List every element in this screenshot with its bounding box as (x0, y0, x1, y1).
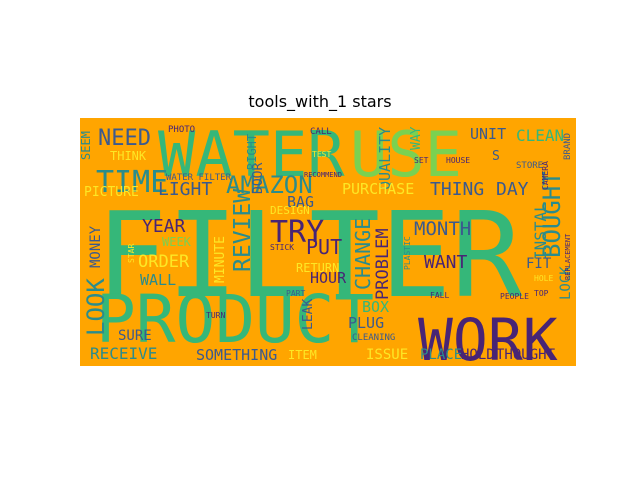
word-hole: HOLE (534, 274, 553, 283)
word-look: LOOK (82, 278, 110, 336)
word-lock: LOCK (558, 266, 574, 300)
word-filter: FILTER (96, 186, 523, 324)
word-door: DOOR (251, 163, 266, 194)
word-use: USE (350, 118, 462, 191)
word-call: CALL (310, 127, 332, 137)
word-turn: TURN (206, 311, 225, 320)
word-issue: ISSUE (366, 347, 408, 363)
word-right: RIGHT (245, 134, 259, 170)
word-thing: THING (430, 179, 484, 200)
word-fall: FALL (430, 291, 449, 300)
word-year: YEAR (142, 216, 186, 237)
word-instal: INSTAL (531, 202, 550, 260)
word-house: HOUSE (446, 156, 470, 165)
word-review: REVIEW (230, 189, 256, 272)
word-camera: CAMERA (541, 161, 550, 190)
word-money: MONEY (88, 225, 104, 268)
word-fit: FIT (526, 256, 552, 272)
word-order: ORDER (138, 252, 190, 272)
word-water-filter: WATER FILTER (166, 173, 232, 183)
word-thought: THOUGHT (496, 347, 556, 363)
word-amazon: AMAZON (226, 171, 313, 199)
word-put: PUT (306, 235, 342, 259)
word-store: STORE (516, 161, 543, 171)
word-clean: CLEAN (516, 126, 564, 145)
word-plastic: PLASTIC (403, 236, 412, 270)
word-week: WEEK (162, 235, 192, 249)
word-quality: QUALITY (376, 127, 394, 190)
word-bag: BAG (287, 193, 314, 211)
word-set: SET (414, 156, 429, 165)
word-seem: SEEM (79, 131, 93, 160)
word-brand: BRAND (563, 133, 573, 160)
chart-title: tools_with_1 stars (248, 92, 392, 111)
word-minute: MINUTE (213, 236, 228, 283)
word-change: CHANGE (351, 218, 375, 290)
word-cleaning: CLEANING (352, 333, 395, 343)
word-bought: BOUGHT (538, 171, 566, 258)
word-need: NEED (98, 126, 151, 151)
word-want: WANT (424, 252, 468, 273)
word-s: S (492, 149, 500, 164)
word-try: TRY (270, 215, 324, 250)
word-sure: SURE (118, 328, 152, 344)
word-box: BOX (362, 298, 389, 316)
word-top: TOP (534, 289, 549, 298)
word-replacement: REPLACEMENT (564, 233, 572, 280)
word-photo: PHOTO (168, 125, 195, 135)
word-hour: HOUR (310, 269, 347, 287)
word-wall: WALL (140, 271, 176, 289)
word-way: WAY (409, 126, 424, 150)
word-recommend: RECOMMEND (304, 171, 342, 179)
word-think: THINK (110, 149, 147, 163)
word-something: SOMETHING (196, 346, 277, 364)
cloud-background (80, 118, 576, 366)
word-star: STAR (127, 244, 136, 263)
word-item: ITEM (288, 348, 317, 362)
word-hold: HOLD (461, 347, 495, 363)
word-water: WATER (158, 118, 345, 191)
word-day: DAY (496, 179, 529, 200)
word-design: DESIGN (270, 204, 310, 217)
word-product: PRODUCT (96, 281, 374, 358)
word-leak: LEAK (301, 299, 316, 330)
word-plug: PLUG (348, 314, 384, 332)
word-work: WORK (418, 306, 558, 374)
word-receive: RECEIVE (90, 344, 157, 363)
word-stick: STICK (270, 243, 294, 252)
word-part: PART (286, 289, 305, 298)
word-light: LIGHT (158, 179, 212, 200)
word-problem: PROBLEM (373, 228, 393, 300)
word-place: PLACE (420, 347, 462, 363)
word-month: MONTH (414, 218, 471, 240)
word-people: PEOPLE (500, 292, 529, 301)
word-return: RETURN (296, 261, 339, 275)
word-purchase: PURCHASE (342, 180, 414, 198)
word-test: TEST (312, 150, 331, 159)
word-unit: UNIT (470, 125, 506, 143)
word-time: TIME (96, 165, 168, 200)
word-picture: PICTURE (84, 185, 139, 200)
